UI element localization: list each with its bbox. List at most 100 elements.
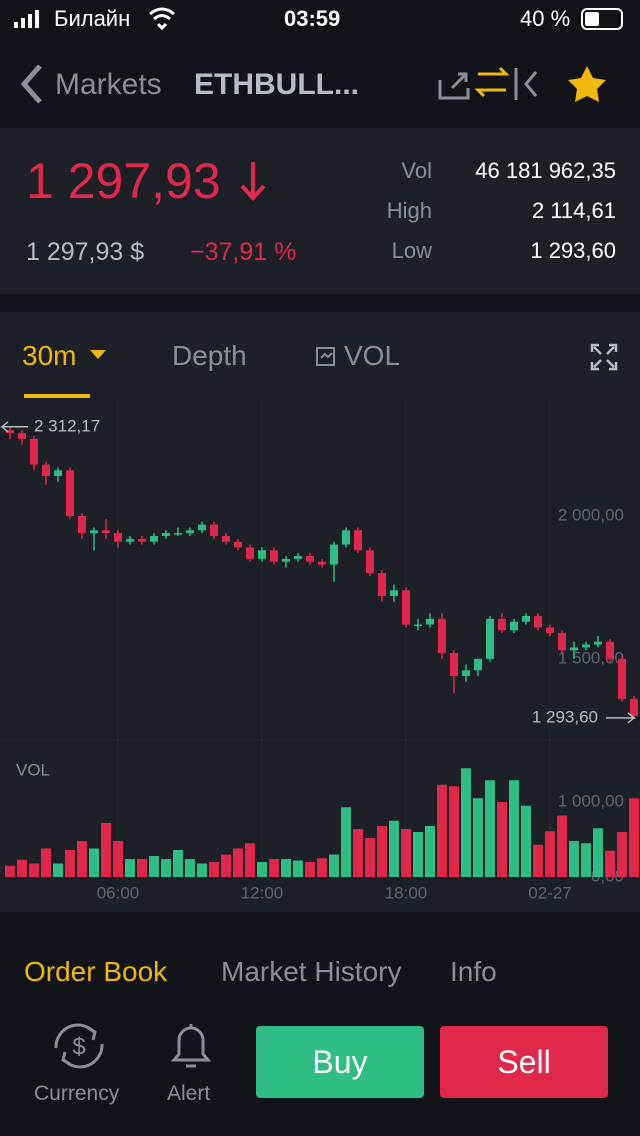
candle-body: [186, 530, 194, 534]
volume-bar: [353, 829, 363, 877]
buy-button[interactable]: Buy: [256, 1026, 424, 1098]
min-marker-arrow: [606, 712, 637, 724]
volume-bar: [329, 854, 339, 877]
fullscreen-icon[interactable]: [590, 343, 618, 371]
down-arrow: [240, 162, 266, 201]
candle-body: [102, 530, 110, 534]
vol-checkbox[interactable]: [315, 346, 337, 368]
volume-bar: [221, 854, 231, 877]
candle-body: [510, 621, 518, 631]
volume-bar: [581, 843, 591, 877]
volume-bar: [629, 798, 639, 877]
volume-bar: [509, 780, 519, 877]
fiat-price: 1 297,93 $: [26, 238, 145, 266]
min-marker-label: 1 293,60: [532, 707, 598, 726]
max-marker-label: 2 312,17: [34, 416, 100, 435]
candle-body: [114, 533, 122, 542]
candle-body: [234, 541, 242, 548]
stat-label: High: [386, 198, 432, 223]
tab-underline: [24, 394, 90, 398]
volume-bar: [29, 863, 39, 877]
y-tick-label: 1 500,00: [558, 648, 624, 667]
back-icon[interactable]: [20, 64, 42, 104]
candle-body: [6, 430, 14, 434]
volume-bar: [125, 859, 135, 877]
candle-body: [402, 590, 410, 625]
currency-icon[interactable]: $: [44, 1018, 114, 1074]
currency-label[interactable]: Currency: [34, 1082, 120, 1105]
volume-bar: [53, 863, 63, 877]
market-history-tab[interactable]: Market History: [221, 956, 402, 987]
share-icon[interactable]: [438, 72, 470, 100]
vol-tick-label: 1 000,00: [558, 791, 624, 810]
candle-body: [354, 530, 362, 551]
back-label[interactable]: Markets: [55, 68, 162, 101]
volume-bar: [317, 858, 327, 877]
candle-body: [30, 438, 38, 465]
sell-button[interactable]: Sell: [440, 1026, 608, 1098]
order-book-tab[interactable]: Order Book: [24, 956, 168, 987]
candle-body: [222, 536, 230, 542]
battery-text: 40 %: [520, 6, 571, 31]
candle-body: [558, 633, 566, 651]
candle-body: [462, 670, 470, 676]
volume-bar: [305, 862, 315, 877]
candle-body: [342, 530, 350, 545]
volume-bar: [281, 859, 291, 877]
volume-bar: [437, 784, 447, 877]
change-percent: −37,91 %: [190, 238, 297, 266]
volume-bar: [173, 850, 183, 877]
candle-body: [54, 470, 62, 476]
volume-bar: [593, 828, 603, 877]
volume-bar: [137, 859, 147, 877]
volume-bar: [65, 850, 75, 877]
volume-bar: [497, 802, 507, 877]
candle-body: [126, 538, 134, 542]
alert-label[interactable]: Alert: [167, 1082, 211, 1105]
candle-body: [270, 550, 278, 562]
volume-bar: [365, 838, 375, 877]
candlestick-chart: 2 000,001 500,001 000,000,0006:0012:0018…: [0, 400, 640, 902]
interval-tab[interactable]: 30m: [22, 340, 77, 371]
volume-bar: [377, 826, 387, 877]
volume-bar: [617, 832, 627, 877]
volume-bar: [557, 815, 567, 877]
candle-body: [570, 647, 578, 651]
volume-bar: [257, 862, 267, 877]
candle-body: [582, 644, 590, 648]
candle-body: [618, 658, 626, 699]
volume-bar: [149, 856, 159, 877]
favorite-star[interactable]: [568, 66, 606, 102]
candle-body: [78, 516, 86, 534]
vol-tab[interactable]: VOL: [344, 340, 401, 371]
swap-icon[interactable]: [474, 66, 510, 98]
dropdown-caret: [90, 350, 106, 359]
candle-body: [630, 698, 638, 716]
candle-body: [318, 561, 326, 565]
x-tick-label: 12:00: [241, 883, 284, 902]
alert-icon[interactable]: [166, 1018, 216, 1074]
candle-body: [138, 538, 146, 542]
candle-body: [414, 624, 422, 627]
volume-bar: [209, 862, 219, 877]
volume-bar: [89, 848, 99, 877]
volume-bar: [401, 829, 411, 877]
candle-body: [162, 533, 170, 536]
volume-bar: [185, 859, 195, 877]
x-tick-label: 18:00: [385, 883, 428, 902]
max-marker-arrow: [0, 421, 28, 433]
volume-bar: [569, 841, 579, 877]
candle-body: [522, 616, 530, 622]
header-icons: [14, 7, 623, 104]
stat-value: 46 181 962,35: [475, 158, 616, 183]
candle-body: [546, 627, 554, 634]
volume-bar: [485, 780, 495, 877]
ticker-panel: [0, 128, 640, 294]
volume-bar: [161, 859, 171, 877]
info-tab[interactable]: Info: [450, 956, 497, 987]
stat-label: Vol: [401, 158, 432, 183]
volume-bar: [545, 831, 555, 877]
volume-bar: [233, 848, 243, 877]
depth-tab[interactable]: Depth: [172, 340, 247, 371]
